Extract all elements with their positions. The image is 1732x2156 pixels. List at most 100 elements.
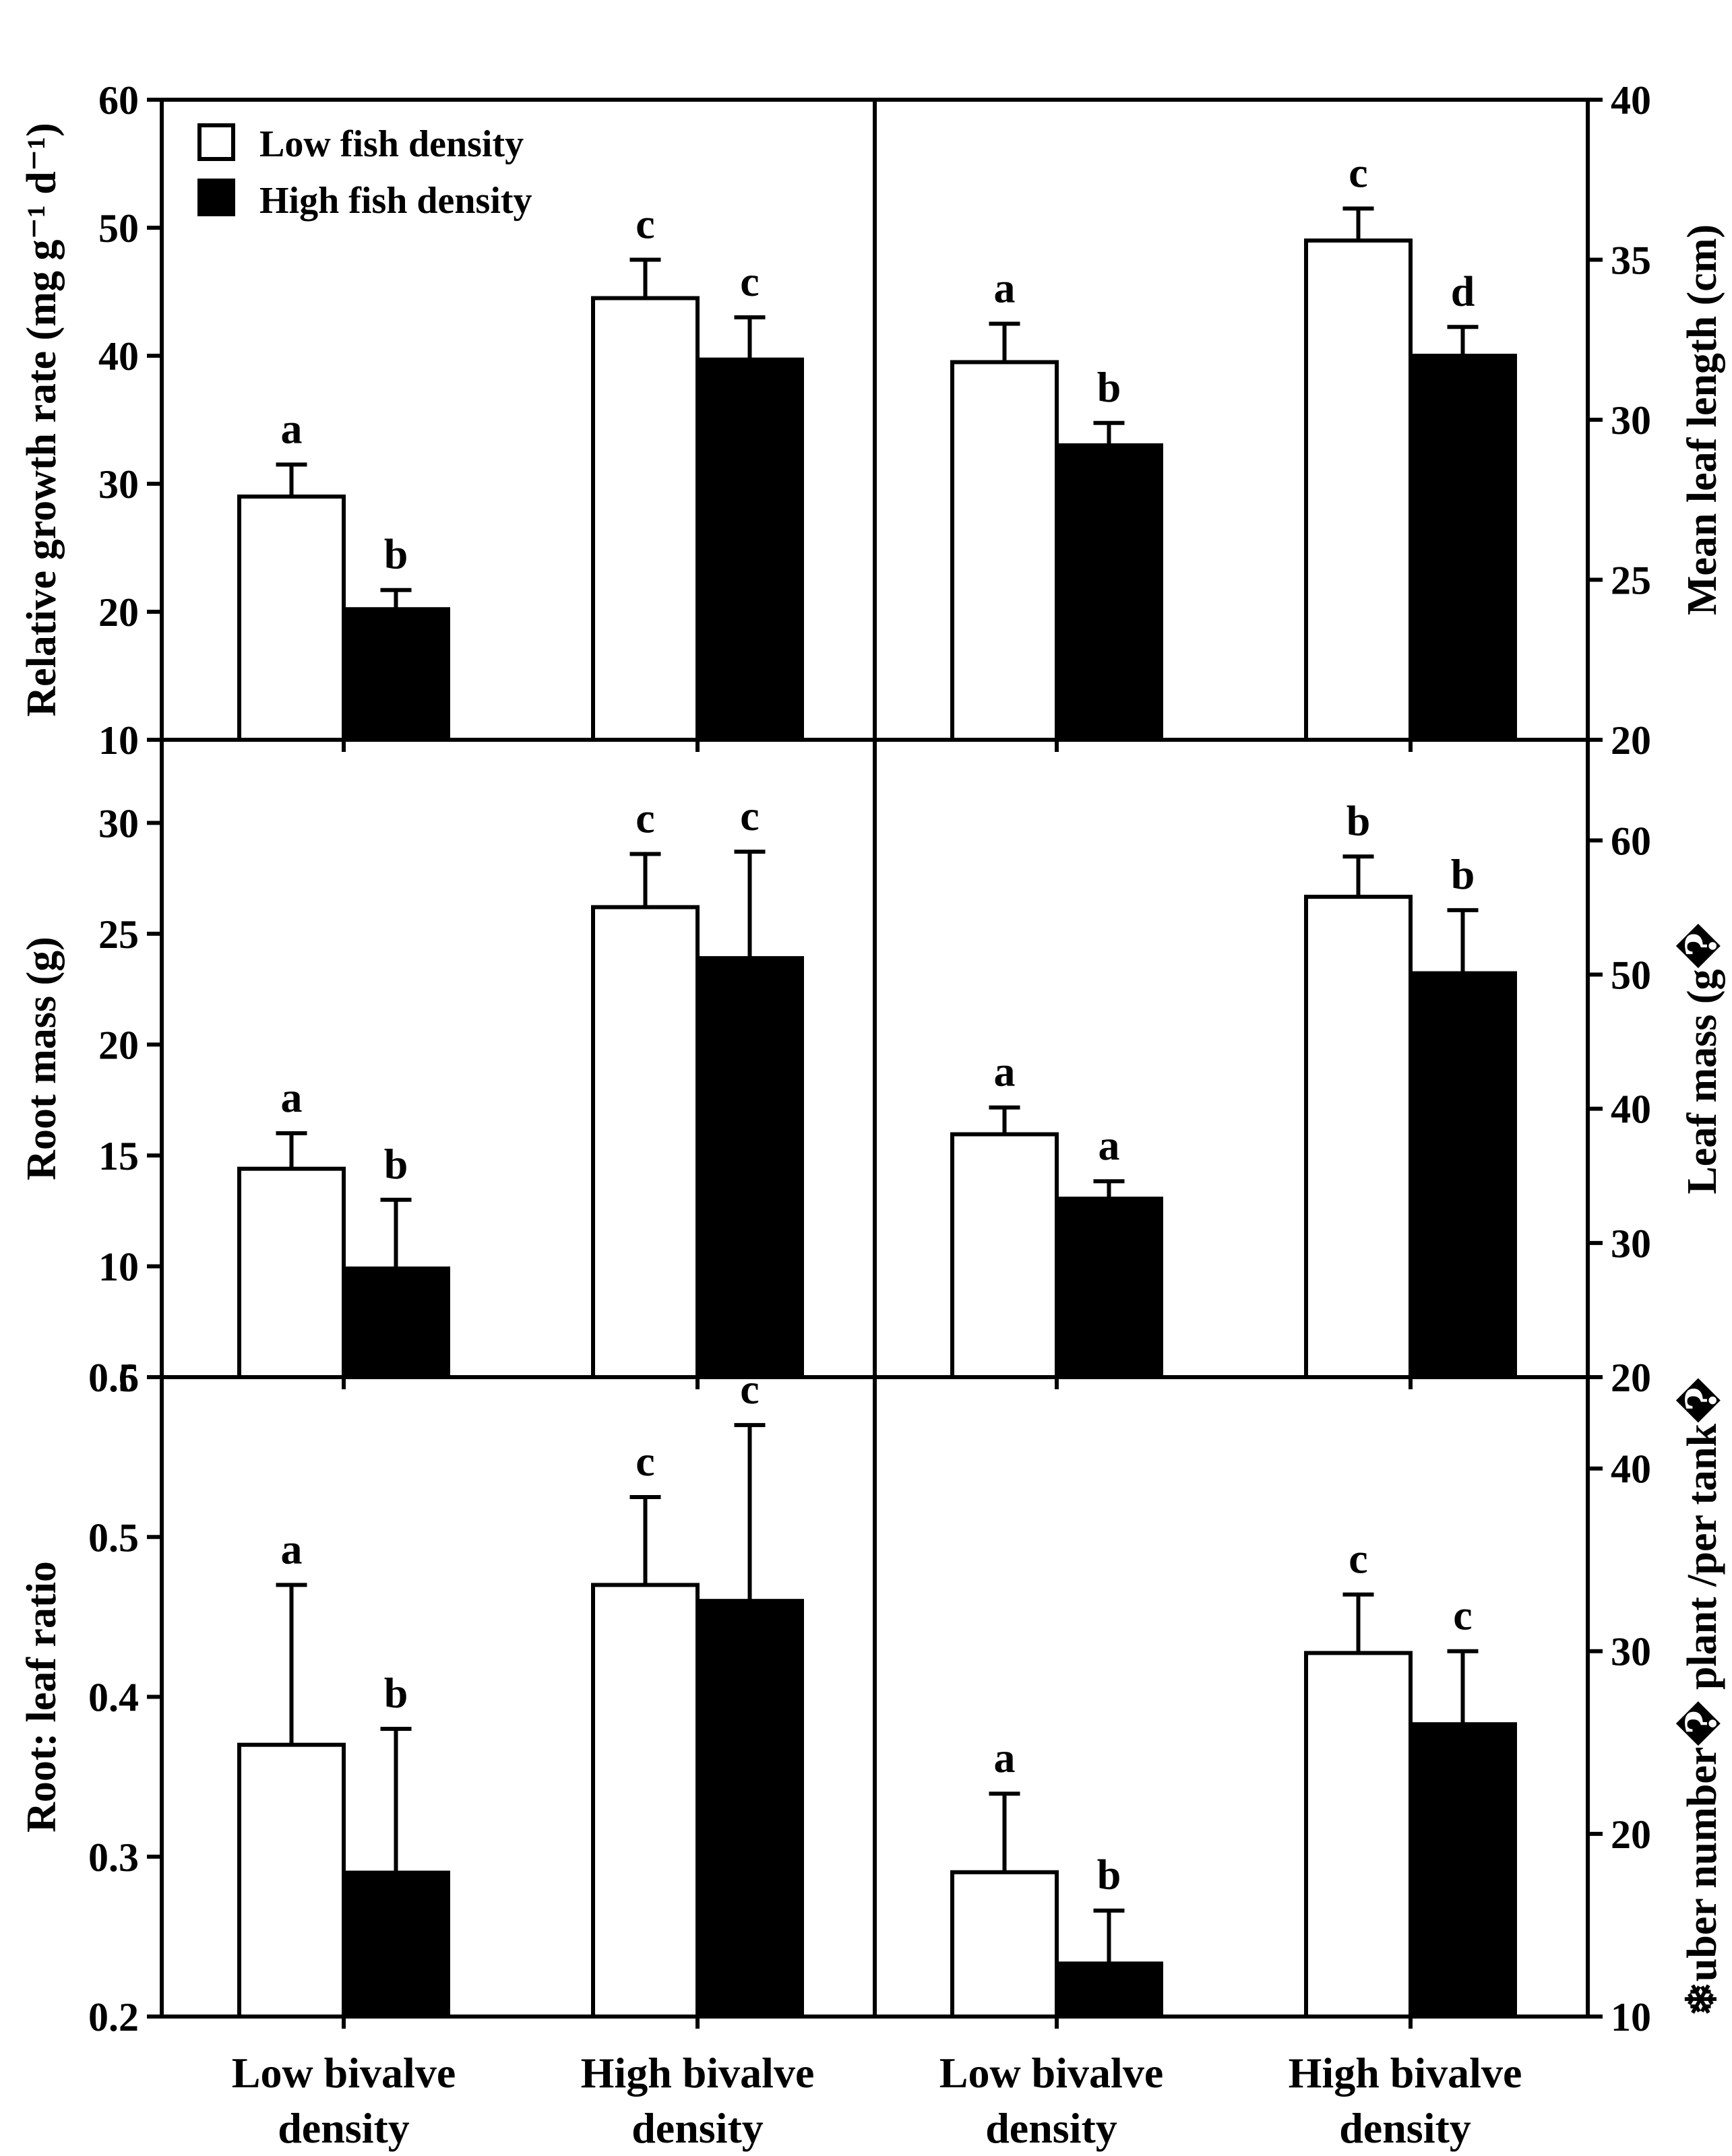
legend: Low fish density High fish density [197,123,532,222]
y-tick-label: 15 [98,1134,139,1178]
bar [1304,1651,1413,2019]
legend-label-high-fish: High fish density [259,180,532,222]
bar [237,495,346,742]
bar [1055,1197,1163,1379]
bar [237,1742,346,2019]
bar [342,607,450,742]
category-label-1: Low bivalve [232,2049,456,2097]
y-tick-label: 0.4 [88,1676,139,1720]
significance-label: c [1349,149,1367,197]
bar [1055,443,1163,742]
panel-middle-right: 20 30 40 50 60 a b a b Leaf mass (g� [950,796,1725,1400]
bar [1304,239,1413,742]
category-label-3-line2: density [985,2104,1117,2152]
bar [591,1583,700,2019]
bar [591,296,700,742]
significance-label: a [994,264,1016,312]
significance-label: a [281,1073,303,1121]
y-tick-label: 30 [98,462,139,507]
panel-top-left: 10 20 30 40 50 60 a c b c Relative growth rate (mg… [19,78,804,763]
panel-middle-left: 5 10 15 20 25 30 a c b c Root mass (g) [19,792,804,1400]
significance-label: c [740,257,759,305]
bar [342,1870,450,2019]
y-tick-label: 30 [98,801,139,846]
y-tick-label: 5 [119,1356,139,1400]
bar [695,956,804,1379]
significance-label: b [1347,796,1371,844]
category-label-2: High bivalve [581,2049,815,2097]
y-tick-label: 60 [1611,819,1651,863]
y-tick-label: 30 [1611,1222,1651,1266]
panel-bottom-left: 0.2 0.3 0.4 0.5 0.6 a c b c Root: leaf ratio [19,1356,804,2039]
bar [591,905,700,1379]
y-tick-label: 20 [98,1023,139,1067]
panel-bottom-right: 10 20 30 40 a c b c ❄uber number� plant /per tan… [950,1377,1725,2039]
significance-label: a [1099,1121,1120,1169]
y-tick-label: 35 [1611,239,1651,283]
bar [1409,1722,1517,2019]
y-tick-label: 40 [1611,1447,1651,1492]
y-tick-label: 40 [1611,1087,1651,1132]
category-label-4-line2: density [1339,2104,1471,2152]
y-tick-label: 20 [1611,1356,1651,1400]
category-label-1-line2: density [278,2104,410,2152]
y-tick-label: 20 [98,590,139,635]
bar [1055,1961,1163,2019]
y-tick-label: 30 [1611,398,1651,443]
bar [342,1266,450,1379]
significance-label: a [994,1048,1016,1096]
y-tick-label: 0.6 [88,1356,139,1400]
y-tick-label: 0.3 [88,1835,139,1880]
significance-label: b [384,530,408,578]
significance-label: a [281,405,303,453]
y-tick-label: 10 [98,718,139,763]
bar [237,1166,346,1379]
y-axis-title: Root mass (g) [19,937,65,1180]
y-tick-label: 20 [1611,718,1651,763]
y-tick-label: 60 [98,78,139,123]
category-labels: Low bivalve density High bivalve density… [232,2049,1522,2152]
category-label-2-line2: density [631,2104,764,2152]
y-tick-label: 30 [1611,1630,1651,1674]
significance-label: c [740,792,759,839]
significance-label: c [636,794,654,842]
legend-swatch-low-fish [197,123,235,161]
significance-label: c [636,1437,654,1485]
bar [950,1870,1059,2019]
panels-layer: 10 20 30 40 50 60 a c b c Relative growth rate (mg… [19,78,1725,2039]
y-tick-label: 25 [1611,559,1651,603]
bar [1304,895,1413,1380]
category-label-4: High bivalve [1289,2049,1522,2097]
significance-label: c [1349,1535,1367,1583]
y-tick-label: 10 [1611,1995,1651,2039]
y-axis-title: Mean leaf length (cm) [1679,224,1725,615]
bar [695,357,804,742]
legend-swatch-high-fish [197,179,235,216]
y-tick-label: 25 [98,912,139,957]
significance-label: b [384,1669,408,1717]
significance-label: c [1453,1591,1472,1639]
y-tick-label: 0.2 [88,1995,139,2039]
bar [950,1132,1059,1379]
y-tick-label: 0.5 [88,1515,139,1560]
y-tick-label: 50 [98,206,139,251]
bar [1409,354,1517,742]
y-tick-label: 10 [98,1244,139,1289]
legend-label-low-fish: Low fish density [259,123,524,165]
y-tick-label: 40 [1611,78,1651,123]
frames-layer [160,98,1590,2019]
y-tick-label: 50 [1611,953,1651,998]
y-tick-label: 20 [1611,1812,1651,1857]
y-axis-title: ❄uber number� plant /per tank� [1675,1377,1725,2017]
bar [695,1599,804,2019]
significance-label: d [1451,267,1475,315]
bar [950,360,1059,742]
significance-label: a [281,1525,303,1573]
significance-label: b [1097,363,1121,411]
category-label-3: Low bivalve [939,2049,1163,2097]
y-axis-title: Root: leaf ratio [19,1561,65,1833]
significance-label: c [636,200,654,248]
significance-label: b [1451,850,1475,898]
y-axis-title: Leaf mass (g� [1675,922,1725,1194]
